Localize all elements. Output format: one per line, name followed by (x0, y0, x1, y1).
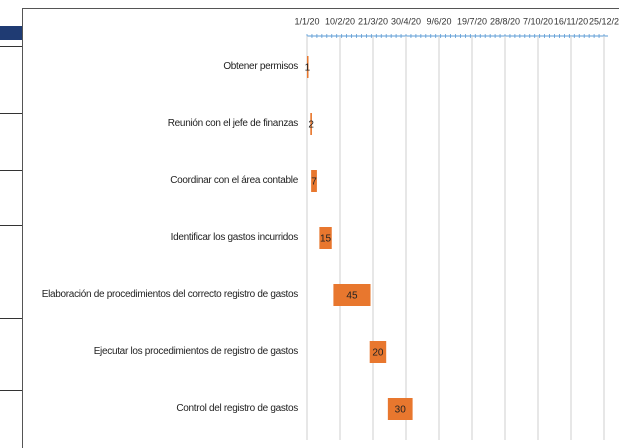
bar (319, 227, 332, 249)
data-label: 45 (346, 291, 358, 302)
chart-frame (22, 8, 619, 448)
x-tick-label: 7/10/20 (523, 16, 553, 26)
data-label: 1 (305, 63, 311, 74)
data-label: 15 (320, 234, 332, 245)
bar (369, 341, 387, 363)
x-tick-label: 9/6/20 (426, 16, 451, 26)
x-tick-label: 19/7/20 (457, 16, 487, 26)
category-label: Ejecutar los procedimientos de registro … (93, 346, 299, 357)
bar (387, 398, 413, 420)
category-label: Reunión con el jefe de finanzas (167, 118, 299, 129)
x-tick-label: 1/1/20 (294, 16, 319, 26)
x-tick-label: 25/12/2 (589, 16, 619, 26)
bar (333, 284, 371, 306)
bar-offset (307, 341, 370, 363)
category-label: Coordinar con el área contable (170, 175, 298, 186)
bar (311, 170, 317, 192)
category-label: Obtener permisos (223, 61, 298, 72)
category-label: Control del registro de gastos (176, 403, 298, 414)
x-tick-label: 28/8/20 (490, 16, 520, 26)
data-label: 7 (311, 177, 317, 188)
bar-offset (307, 284, 333, 306)
bar (307, 56, 309, 78)
data-label: 2 (308, 120, 314, 131)
category-label: Identificar los gastos incurridos (170, 232, 299, 243)
sheet-rows (0, 46, 22, 391)
bar (310, 113, 312, 135)
x-tick-label: 21/3/20 (358, 16, 388, 26)
bar-offset (307, 398, 388, 420)
header-cell (0, 26, 22, 40)
data-label: 30 (395, 405, 407, 416)
data-label: 20 (372, 348, 384, 359)
x-tick-label: 30/4/20 (391, 16, 421, 26)
category-label: Elaboración de procedimientos del correc… (41, 289, 299, 300)
x-tick-label: 10/2/20 (325, 16, 355, 26)
x-tick-label: 16/11/20 (554, 16, 588, 26)
bar-offset (307, 227, 319, 249)
